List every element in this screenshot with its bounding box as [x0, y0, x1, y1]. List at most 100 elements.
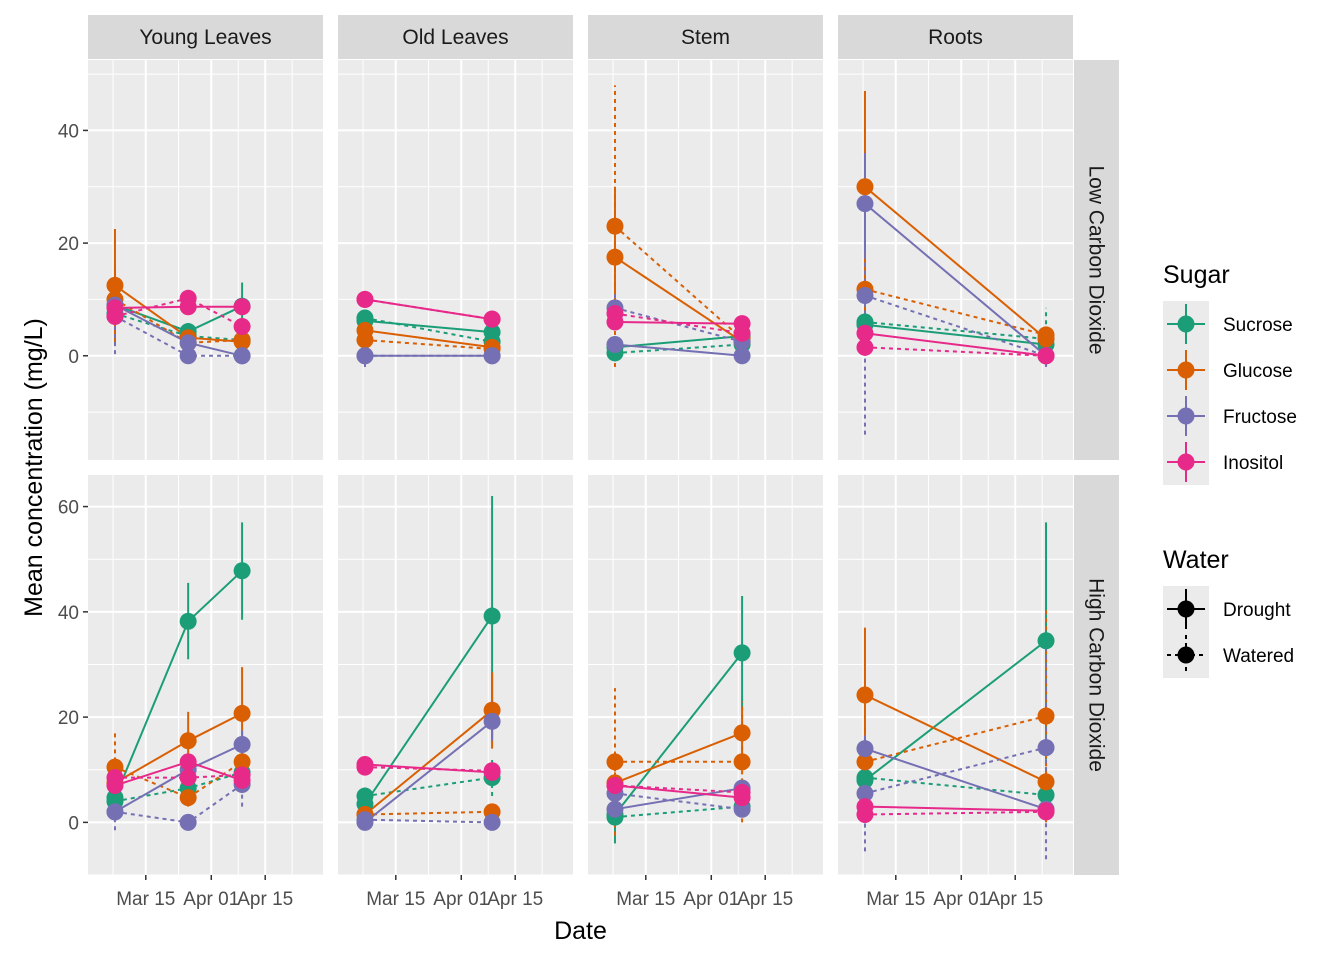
- legend-item-inositol: Inositol: [1163, 439, 1283, 485]
- series-line-fructose-drought: [364, 720, 493, 824]
- y-tick-label: 40: [58, 603, 79, 624]
- panel-high-carbon-dioxide-old-leaves: [338, 475, 573, 876]
- series-line-sucrose-watered: [864, 321, 1047, 340]
- series-line-sucrose-watered: [614, 805, 743, 819]
- series-group-low-carbon-dioxide-roots: [856, 90, 1055, 435]
- x-tick-label: Apr 15: [737, 889, 793, 910]
- data-point-sucrose-drought: [1037, 632, 1055, 650]
- data-point-sucrose-watered: [356, 787, 374, 805]
- panel-low-carbon-dioxide-roots: [838, 60, 1073, 460]
- series-line-sucrose-drought: [864, 640, 1047, 782]
- strip-high-carbon-dioxide: [1074, 475, 1119, 875]
- data-point-fructose-watered: [179, 813, 197, 831]
- data-point-fructose-watered: [483, 813, 501, 831]
- data-point-inositol-watered: [179, 289, 197, 307]
- data-point-fructose-watered: [356, 811, 374, 829]
- series-line-sucrose-watered: [114, 312, 243, 341]
- x-tick-label: Apr 15: [237, 889, 293, 910]
- data-point-fructose-drought: [856, 195, 874, 213]
- x-tick-label: Mar 15: [866, 889, 925, 910]
- series-line-fructose-watered: [614, 792, 743, 811]
- data-point-glucose-watered: [733, 753, 751, 771]
- x-tick-label: Apr 01: [933, 889, 989, 910]
- panel-high-carbon-dioxide-young-leaves: [88, 475, 323, 876]
- facet-panels: Young Leaves Old Leaves Stem Roots Low Carbo…: [88, 15, 1119, 876]
- panel-background: [88, 475, 323, 875]
- data-point-inositol-watered: [179, 769, 197, 787]
- data-point-inositol-watered: [856, 338, 874, 356]
- x-tick-label: Apr 01: [433, 889, 489, 910]
- y-axis-title: Mean concentration (mg/L): [20, 318, 48, 617]
- strip-young-leaves: [88, 15, 323, 59]
- y-tick-label: 0: [68, 813, 79, 834]
- data-point-inositol-drought: [179, 753, 197, 771]
- data-point-glucose-drought: [179, 732, 197, 750]
- strip-old-leaves: [338, 15, 573, 59]
- data-point-inositol-drought: [233, 298, 251, 316]
- data-point-glucose-watered: [1037, 707, 1055, 725]
- data-point-glucose-watered: [179, 789, 197, 807]
- data-point-glucose-drought: [106, 276, 124, 294]
- series-group-low-carbon-dioxide-old-leaves: [356, 290, 501, 368]
- data-point-inositol-watered: [733, 324, 751, 342]
- series-group-low-carbon-dioxide-stem: [606, 85, 751, 368]
- data-point-fructose-watered: [179, 347, 197, 365]
- strip-low-carbon-dioxide: [1074, 60, 1119, 460]
- series-line-sucrose-drought: [864, 323, 1047, 346]
- series-line-glucose-drought: [364, 329, 493, 349]
- y-tick-label: 20: [58, 234, 79, 255]
- series-line-inositol-watered: [614, 784, 743, 794]
- data-point-inositol-watered: [106, 307, 124, 325]
- data-point-glucose-watered: [233, 753, 251, 771]
- legend-item-glucose: Glucose: [1163, 347, 1293, 393]
- data-point-fructose-drought: [233, 735, 251, 753]
- panel-low-carbon-dioxide-young-leaves: [88, 60, 323, 460]
- strip-label-roots: Roots: [928, 26, 983, 49]
- series-line-glucose-watered: [864, 288, 1047, 336]
- strip-label-low-carbon-dioxide: Low Carbon Dioxide: [1085, 165, 1108, 354]
- series-line-fructose-drought: [864, 747, 1047, 811]
- series-line-inositol-watered: [364, 298, 493, 321]
- data-point-sucrose-drought: [233, 562, 251, 580]
- y-tick-label: 40: [58, 121, 79, 142]
- data-point-fructose-watered: [856, 286, 874, 304]
- legend-key-point: [1177, 361, 1195, 379]
- series-line-inositol-drought: [614, 784, 743, 799]
- panel-background: [838, 60, 1073, 460]
- x-tick-label: Apr 15: [487, 889, 543, 910]
- data-point-inositol-watered: [233, 317, 251, 335]
- x-tick-label: Mar 15: [116, 889, 175, 910]
- strip-label-stem: Stem: [681, 26, 730, 49]
- legend-key-point: [1177, 407, 1195, 425]
- series-line-inositol-watered: [364, 766, 493, 772]
- data-point-fructose-watered: [233, 347, 251, 365]
- series-line-glucose-watered: [864, 715, 1047, 763]
- data-point-fructose-watered: [106, 803, 124, 821]
- panel-background: [588, 475, 823, 875]
- legend-item-drought: Drought: [1163, 586, 1291, 632]
- series-line-inositol-watered: [864, 810, 1047, 816]
- legend-label-drought: Drought: [1223, 600, 1291, 621]
- series-line-inositol-watered: [614, 312, 743, 335]
- series-line-inositol-drought: [114, 305, 243, 309]
- data-point-inositol-watered: [483, 310, 501, 328]
- legend: Sugar Sucrose Glucose Fructose Inositol Water…: [1163, 261, 1297, 678]
- x-tick-label: Mar 15: [616, 889, 675, 910]
- data-point-glucose-watered: [1037, 326, 1055, 344]
- series-group-high-carbon-dioxide-young-leaves: [106, 522, 251, 831]
- series-line-glucose-drought: [614, 731, 743, 784]
- data-point-glucose-drought: [856, 178, 874, 196]
- series-line-sucrose-watered: [614, 343, 743, 354]
- data-point-glucose-drought: [733, 724, 751, 742]
- series-line-fructose-drought: [614, 343, 743, 357]
- data-point-sucrose-drought: [179, 612, 197, 630]
- legend-item-watered: Watered: [1163, 632, 1294, 678]
- data-point-glucose-watered: [606, 217, 624, 235]
- series-line-fructose-drought: [864, 202, 1047, 357]
- legend-item-fructose: Fructose: [1163, 393, 1297, 439]
- series-line-fructose-watered: [614, 306, 743, 343]
- legend-key-point: [1177, 315, 1195, 333]
- data-point-glucose-drought: [1037, 773, 1055, 791]
- panel-low-carbon-dioxide-stem: [588, 60, 823, 460]
- strip-label-high-carbon-dioxide: High Carbon Dioxide: [1085, 578, 1108, 772]
